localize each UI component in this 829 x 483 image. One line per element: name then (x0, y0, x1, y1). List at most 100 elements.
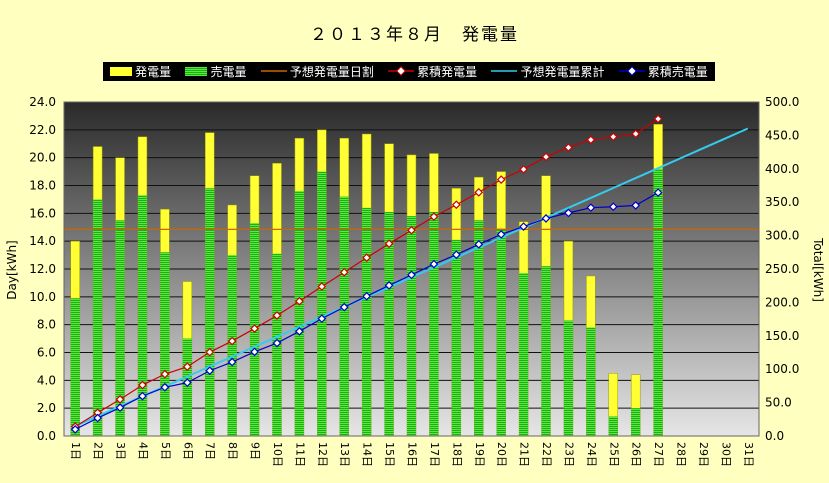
y-tick-label: 2.0 (37, 401, 56, 415)
series-marker (631, 201, 641, 210)
x-tick-label: 3日 (114, 442, 127, 460)
series-marker (519, 164, 528, 174)
chart-legend: 発電量 売電量 予想発電量日割 累積発電量 予想発電量累計 累積売電量 (103, 62, 715, 81)
series-marker (653, 114, 663, 124)
series-marker (115, 395, 125, 404)
x-tick-label: 17日 (428, 442, 441, 467)
y2-axis-title: Total[kWh] (811, 237, 825, 302)
series-marker (653, 188, 663, 197)
x-tick-label: 8日 (226, 442, 239, 460)
x-tick-label: 28日 (675, 442, 688, 467)
y-axis-title: Day[kWh] (5, 240, 19, 299)
x-tick-label: 4日 (136, 442, 149, 460)
series-marker (429, 259, 439, 269)
legend-swatch (618, 65, 645, 79)
series-marker (93, 413, 103, 423)
y2-tick-label: 50.0 (765, 396, 792, 410)
legend-label: 予想発電量累計 (520, 65, 605, 79)
series-marker (339, 267, 349, 277)
series-marker (384, 281, 394, 290)
x-tick-label: 15日 (383, 442, 396, 467)
bar-sold (294, 191, 304, 436)
series-marker (564, 143, 573, 152)
series-marker (541, 214, 551, 223)
x-tick-label: 21日 (518, 442, 531, 467)
x-tick-label: 9日 (249, 442, 262, 460)
bar-sold (137, 195, 147, 436)
series-marker (608, 202, 618, 212)
x-tick-label: 20日 (495, 442, 508, 467)
bar-sold (519, 273, 529, 436)
y2-tick-label: 250.0 (765, 262, 799, 276)
series-marker (496, 230, 506, 239)
y-tick-label: 10.0 (29, 290, 56, 304)
y-tick-label: 6.0 (37, 346, 56, 360)
x-tick-label: 23日 (562, 442, 575, 467)
series-marker (227, 357, 237, 367)
y2-tick-label: 300.0 (765, 229, 799, 243)
x-tick-label: 30日 (719, 442, 732, 467)
legend-swatch (491, 65, 518, 79)
bar-sold (451, 239, 461, 436)
bar-sold (563, 320, 573, 436)
x-tick-label: 7日 (204, 442, 217, 460)
y2-tick-label: 0.0 (765, 429, 784, 443)
chart-title: ２０１３年８月 発電量 (310, 25, 519, 45)
x-tick-label: 2日 (92, 442, 105, 460)
y-tick-label: 22.0 (29, 123, 56, 137)
series-marker (138, 391, 147, 401)
y-tick-label: 8.0 (37, 318, 56, 332)
y-tick-label: 24.0 (29, 95, 56, 109)
x-tick-label: 24日 (585, 442, 598, 467)
legend-item: 発電量 (110, 63, 171, 80)
y2-tick-label: 150.0 (765, 329, 799, 343)
legend-label: 発電量 (135, 65, 172, 79)
legend-item: 売電量 (185, 63, 247, 80)
y-tick-label: 14.0 (29, 234, 56, 248)
series-marker (564, 208, 573, 218)
bar-sold (541, 266, 551, 436)
series-marker (362, 291, 372, 301)
y-tick-label: 0.0 (37, 429, 56, 443)
series-marker (362, 253, 372, 263)
bar-sold (631, 408, 641, 436)
bar-sold (115, 220, 125, 436)
bar-sold (205, 188, 215, 436)
legend-swatch (185, 67, 208, 76)
legend-label: 累積売電量 (647, 65, 708, 79)
legend-label: 売電量 (210, 65, 247, 79)
series-marker (115, 403, 125, 413)
y-tick-label: 20.0 (29, 151, 56, 165)
series-marker (205, 347, 215, 357)
series-marker (407, 270, 416, 280)
legend-item: 累積発電量 (388, 63, 477, 80)
bar-sold (317, 171, 327, 437)
y2-tick-label: 200.0 (765, 295, 799, 309)
bar-sold (474, 220, 484, 436)
series-marker (608, 132, 618, 142)
series-marker (295, 296, 304, 306)
bar-sold (93, 199, 103, 436)
bar-sold (384, 211, 394, 436)
series-marker (70, 425, 80, 434)
legend-item: 累積売電量 (618, 63, 708, 80)
y-tick-label: 4.0 (37, 373, 56, 387)
x-tick-label: 11日 (293, 442, 306, 467)
series-marker (93, 408, 103, 418)
series-marker (160, 382, 170, 392)
series-marker (474, 239, 484, 249)
legend-swatch (110, 67, 133, 76)
bar-sold (407, 216, 416, 436)
x-tick-label: 29日 (697, 442, 710, 467)
x-tick-label: 16日 (406, 442, 419, 467)
bar-sold (339, 196, 349, 436)
series-marker (541, 152, 551, 162)
y2-tick-label: 400.0 (765, 162, 799, 176)
series-marker (295, 326, 304, 336)
series-marker (160, 369, 170, 379)
x-tick-label: 27日 (652, 442, 665, 467)
series-marker (138, 380, 147, 390)
bar-sold (653, 168, 663, 437)
series-marker (384, 239, 394, 249)
